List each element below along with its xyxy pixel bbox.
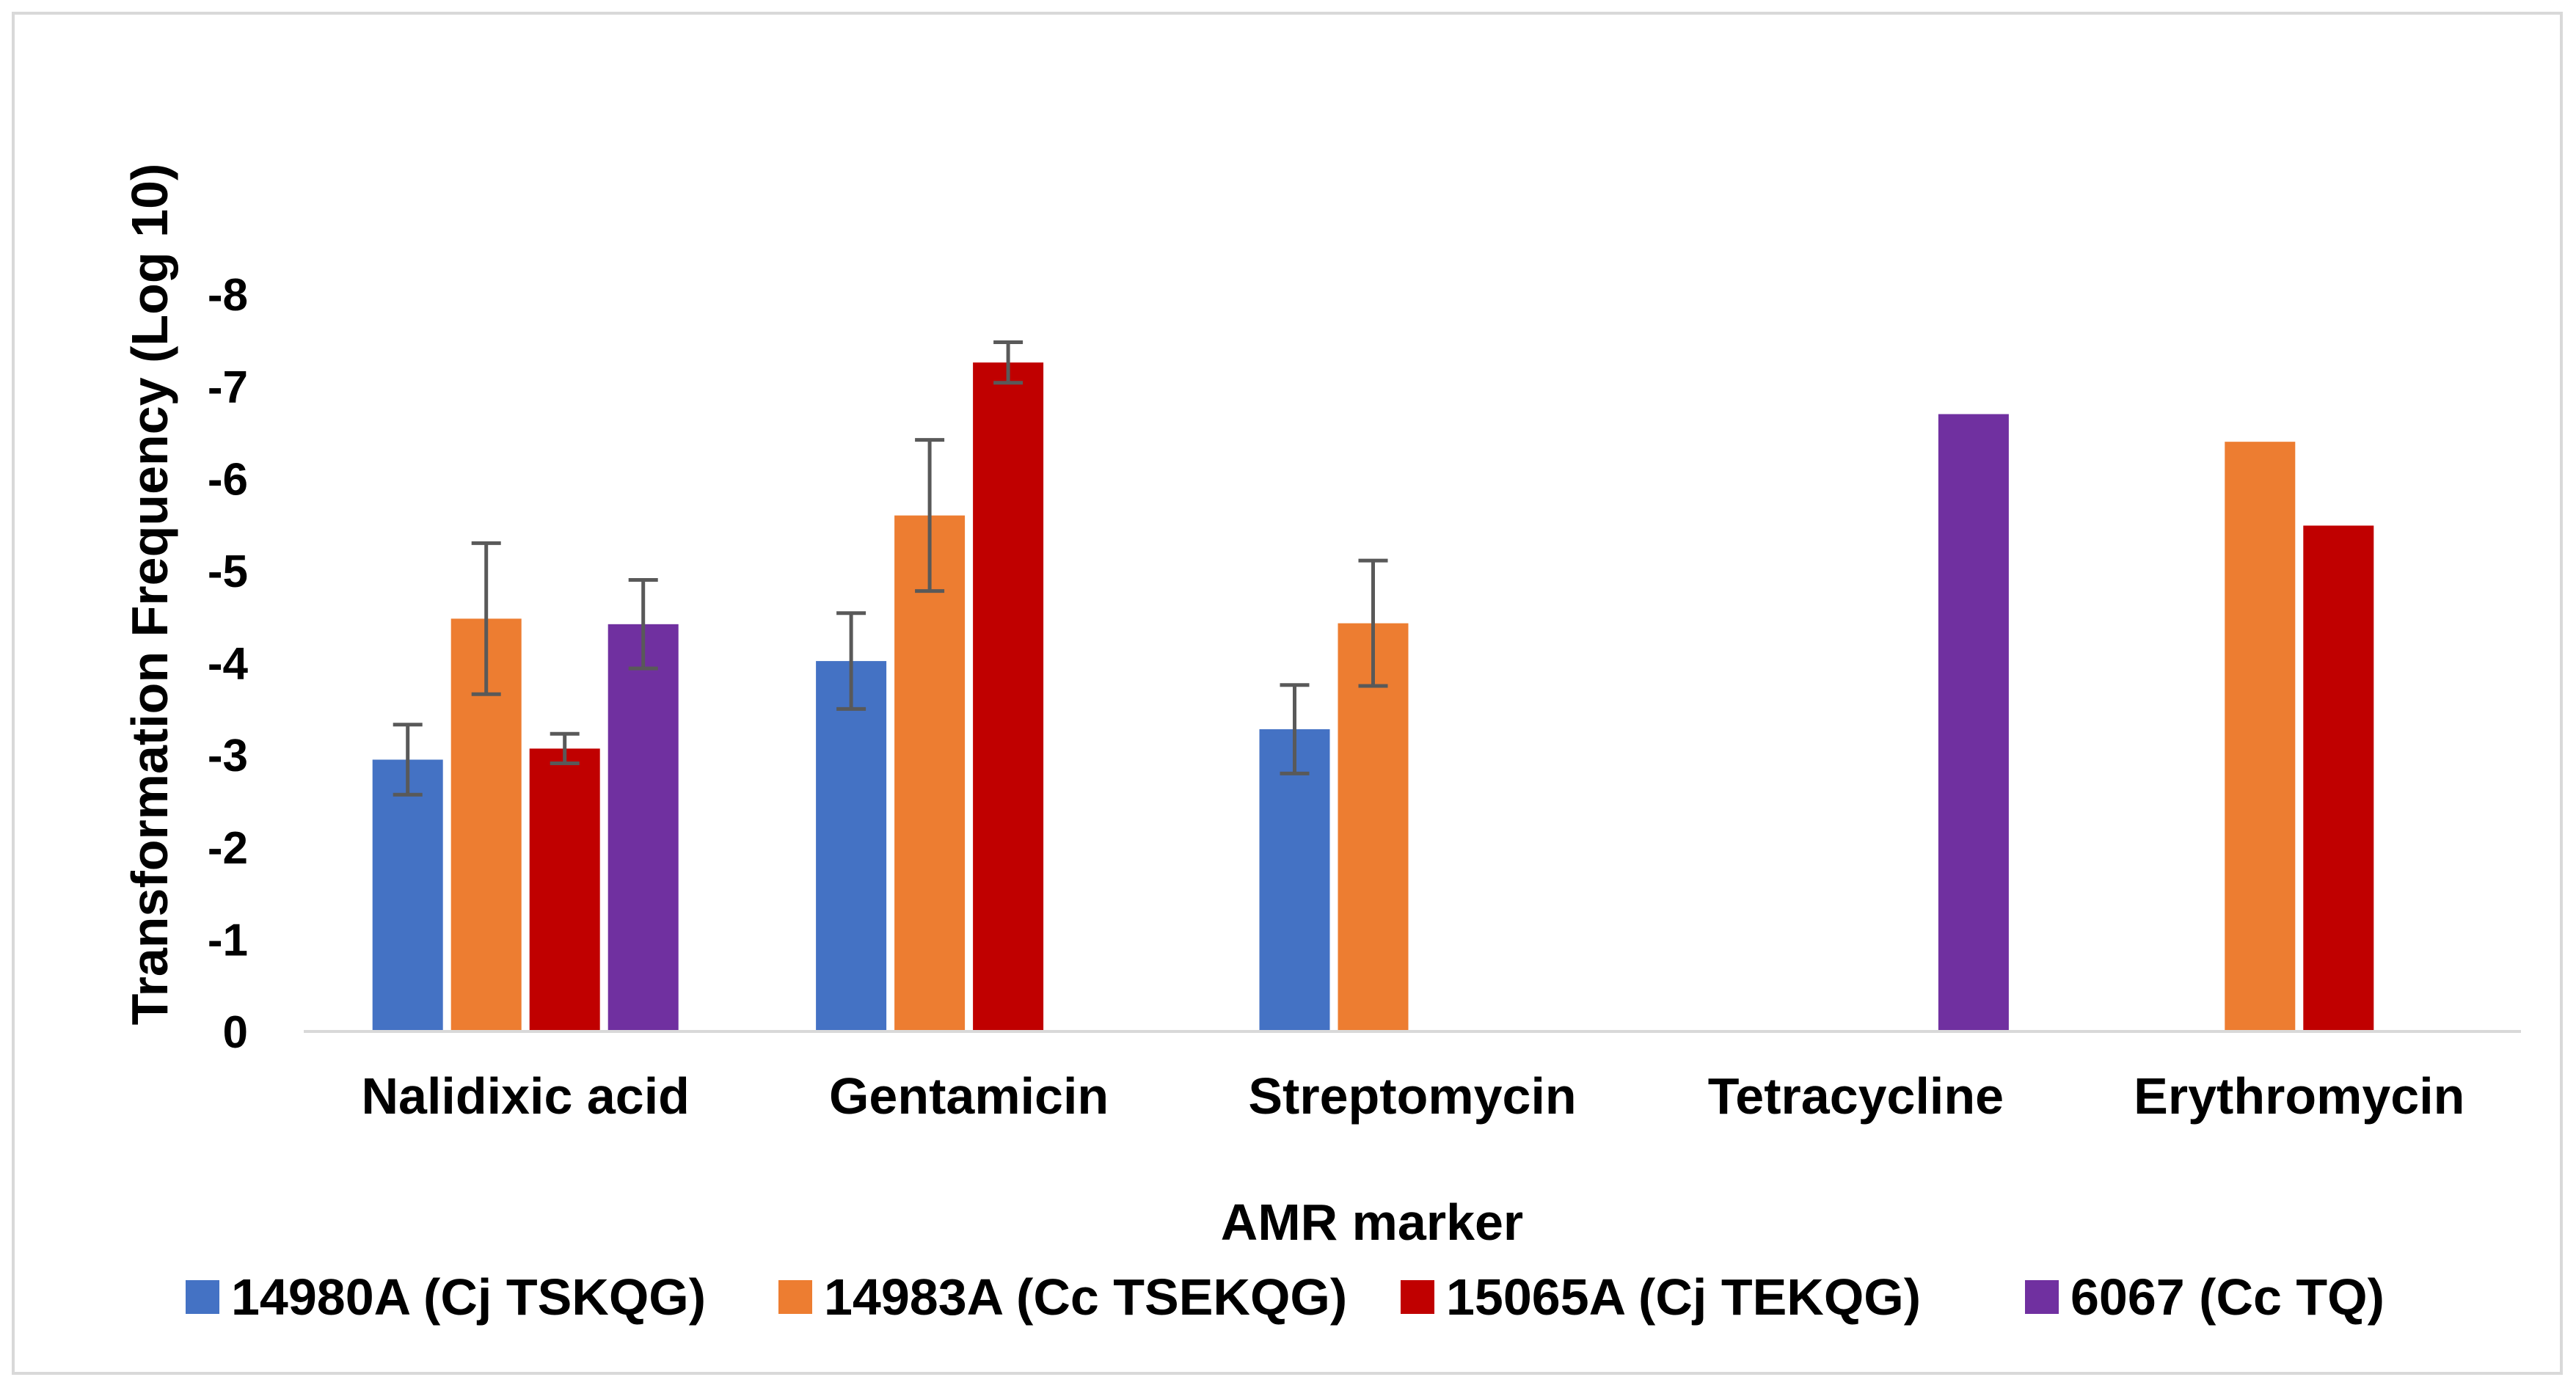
x-tick-label: Erythromycin xyxy=(2134,1067,2464,1125)
legend-entry: 6067 (Cc TQ) xyxy=(2025,1268,2385,1326)
error-bar xyxy=(550,731,580,766)
y-tick-label: -4 xyxy=(208,639,249,690)
error-bar xyxy=(471,541,501,696)
bar xyxy=(607,624,679,1031)
y-tick-label: -6 xyxy=(208,454,248,505)
legend-entry: 14983A (Cc TSEKQG) xyxy=(778,1268,1347,1326)
x-axis-title: AMR marker xyxy=(1221,1194,1523,1251)
legend-swatch xyxy=(2025,1280,2059,1314)
y-tick-label: -1 xyxy=(208,915,248,965)
y-axis-title: Transformation Frequency (Log 10) xyxy=(121,164,178,1026)
bar xyxy=(529,748,600,1031)
x-tick-label: Tetracycline xyxy=(1708,1067,2004,1125)
y-tick-label: -3 xyxy=(208,731,248,781)
y-tick-label: -7 xyxy=(208,362,248,413)
legend-swatch xyxy=(778,1280,812,1314)
bar xyxy=(1938,414,2009,1031)
bar xyxy=(816,661,887,1031)
bar-chart: 0 -1 -2 -3 -4 -5 -6 -7 -8 Nalidixic acid Gentamic… xyxy=(121,164,2521,1326)
legend-swatch xyxy=(1401,1280,1434,1314)
error-bars-layer xyxy=(393,340,1388,797)
error-bar xyxy=(1280,683,1310,775)
x-tick-label: Streptomycin xyxy=(1248,1067,1576,1125)
bar xyxy=(2225,442,2296,1031)
legend-swatch xyxy=(186,1280,219,1314)
y-tick-label: -8 xyxy=(208,270,248,321)
bars-layer xyxy=(372,362,2374,1031)
y-axis-ticks: 0 -1 -2 -3 -4 -5 -6 -7 -8 xyxy=(208,270,249,1058)
y-tick-label: 0 xyxy=(223,1007,248,1058)
error-bar xyxy=(915,438,945,593)
legend-label: 6067 (Cc TQ) xyxy=(2070,1268,2385,1326)
legend-entry: 15065A (Cj TEKQG) xyxy=(1401,1268,1921,1326)
bar xyxy=(1338,623,1409,1031)
legend: 14980A (Cj TSKQG) 14983A (Cc TSEKQG) 15065… xyxy=(186,1268,2385,1326)
x-tick-label: Gentamicin xyxy=(829,1067,1109,1125)
chart-frame: 0 -1 -2 -3 -4 -5 -6 -7 -8 Nalidixic acid Gentamic… xyxy=(12,12,2563,1375)
error-bar xyxy=(1358,558,1388,688)
error-bar xyxy=(628,578,658,671)
error-bar xyxy=(836,611,866,711)
error-bar xyxy=(393,723,423,797)
bar xyxy=(973,362,1044,1031)
x-axis-ticks: Nalidixic acid Gentamicin Streptomycin Tetr… xyxy=(361,1067,2464,1125)
y-tick-label: -2 xyxy=(208,823,248,874)
legend-label: 14980A (Cj TSKQG) xyxy=(231,1268,706,1326)
legend-label: 15065A (Cj TEKQG) xyxy=(1446,1268,1921,1326)
error-bar xyxy=(993,340,1024,385)
bar xyxy=(372,759,443,1031)
bar xyxy=(2303,525,2374,1031)
bar xyxy=(894,515,966,1031)
x-tick-label: Nalidixic acid xyxy=(361,1067,689,1125)
bar xyxy=(1259,729,1330,1031)
legend-entry: 14980A (Cj TSKQG) xyxy=(186,1268,706,1326)
y-tick-label: -5 xyxy=(208,547,248,597)
legend-label: 14983A (Cc TSEKQG) xyxy=(824,1268,1347,1326)
